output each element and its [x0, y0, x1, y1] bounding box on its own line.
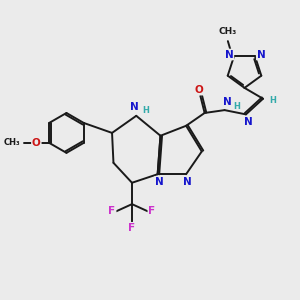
- Text: O: O: [195, 85, 203, 94]
- Text: N: N: [183, 177, 192, 187]
- Text: H: H: [269, 97, 276, 106]
- Text: N: N: [225, 50, 233, 59]
- Text: N: N: [257, 50, 266, 59]
- Text: H: H: [234, 102, 241, 111]
- Text: N: N: [223, 97, 232, 107]
- Text: N: N: [244, 117, 253, 128]
- Text: F: F: [148, 206, 155, 216]
- Text: F: F: [128, 223, 136, 233]
- Text: O: O: [32, 138, 41, 148]
- Text: F: F: [109, 206, 116, 216]
- Text: CH₃: CH₃: [4, 138, 20, 147]
- Text: N: N: [155, 177, 164, 187]
- Text: CH₃: CH₃: [219, 27, 237, 36]
- Text: N: N: [130, 102, 139, 112]
- Text: H: H: [142, 106, 149, 115]
